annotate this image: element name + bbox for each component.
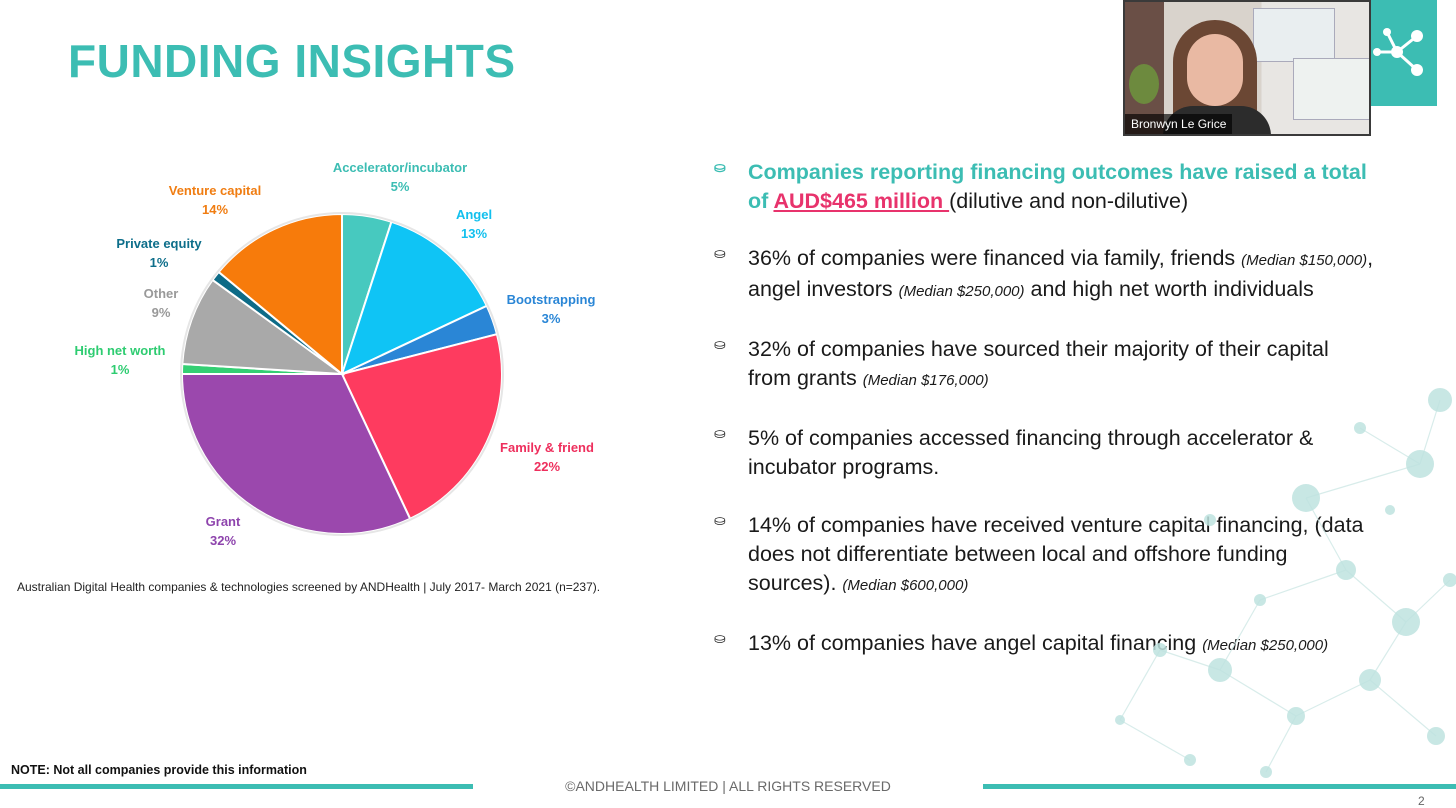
molecule-decoration [1115, 388, 1456, 778]
brand-logo [1371, 0, 1437, 106]
insight-text: 13% of companies have angel capital fina… [748, 631, 1203, 655]
pie-label: Bootstrapping 3% [507, 292, 596, 326]
median-value: (Median $150,000) [1241, 252, 1368, 269]
slide-title: FUNDING INSIGHTS [68, 35, 516, 87]
pie-label: Grant 32% [206, 514, 241, 548]
video-feed[interactable]: Bronwyn Le Grice [1123, 0, 1371, 136]
median-value: (Median $250,000) [1202, 637, 1329, 654]
pie-label: Family & friend 22% [500, 440, 594, 474]
coins-icon: ⛀ [714, 512, 726, 528]
video-whiteboard [1253, 8, 1335, 62]
insight-text: 14% of companies have received venture c… [748, 513, 1364, 595]
coins-icon: ⛀ [714, 630, 726, 646]
chart-source-note: Australian Digital Health companies & te… [17, 580, 601, 594]
page-number: 2 [1418, 794, 1425, 808]
participant-name: Bronwyn Le Grice [1125, 114, 1233, 134]
pie-slice-grant [180, 373, 412, 535]
insight-rest-text: (dilutive and non-dilutive) [949, 189, 1189, 213]
insight-family-friends: ⛀ 36% of companies were financed via fam… [714, 244, 1374, 306]
insight-text: , angel investors [748, 246, 1374, 301]
pie-outline [180, 212, 504, 536]
coins-icon: ⛀ [714, 425, 726, 441]
median-value: (Median $250,000) [898, 283, 1025, 300]
pie-slice-venture-capital [217, 212, 343, 377]
insight-venture-capital: ⛀ 14% of companies have received venture… [714, 511, 1374, 600]
pie-label: Accelerator/incubator 5% [333, 160, 467, 194]
copyright-footer: ©ANDHEALTH LIMITED | ALL RIGHTS RESERVED [565, 778, 891, 794]
pie-label: Angel 13% [456, 207, 492, 241]
total-amount: AUD$465 million [773, 189, 950, 213]
footer-bar-right [983, 784, 1456, 789]
pie-slice-angel [340, 220, 489, 376]
molecule-icon [1373, 28, 1423, 76]
insight-accelerator: ⛀ 5% of companies accessed financing thr… [714, 424, 1374, 482]
pie-label: High net worth 1% [75, 343, 166, 377]
footnote: NOTE: Not all companies provide this inf… [11, 763, 307, 777]
video-person-face [1187, 34, 1243, 106]
insights-list: ⛀ Companies reporting financing outcomes… [714, 158, 1374, 689]
pie-slice-other [181, 278, 346, 376]
video-whiteboard [1293, 58, 1369, 120]
insight-text: 36% of companies were financed via famil… [748, 246, 1242, 270]
pie-label: Venture capital 14% [169, 183, 261, 217]
coins-icon: ⛀ [714, 159, 726, 175]
pie-slice-family-friend [340, 332, 503, 521]
insight-total-raised: ⛀ Companies reporting financing outcomes… [714, 158, 1374, 216]
video-plant [1129, 64, 1159, 104]
median-value: (Median $600,000) [842, 577, 969, 594]
pie-chart: Accelerator/incubator 5% Angel 13% Bootstrap… [75, 160, 596, 548]
coins-icon: ⛀ [714, 336, 726, 352]
median-value: (Median $176,000) [862, 372, 989, 389]
insight-lead-text: Companies reporting financing outcomes h… [748, 160, 1367, 213]
insight-text: 5% of companies accessed financing throu… [748, 426, 1314, 479]
footer-bar-left [0, 784, 473, 789]
insight-text: 32% of companies have sourced their majo… [748, 337, 1329, 390]
pie-label: Private equity 1% [116, 236, 202, 270]
pie-label: Other 9% [144, 286, 179, 320]
insight-angel: ⛀ 13% of companies have angel capital fi… [714, 629, 1374, 660]
insight-grants: ⛀ 32% of companies have sourced their ma… [714, 335, 1374, 395]
insight-text: and high net worth individuals [1024, 277, 1314, 301]
coins-icon: ⛀ [714, 245, 726, 261]
